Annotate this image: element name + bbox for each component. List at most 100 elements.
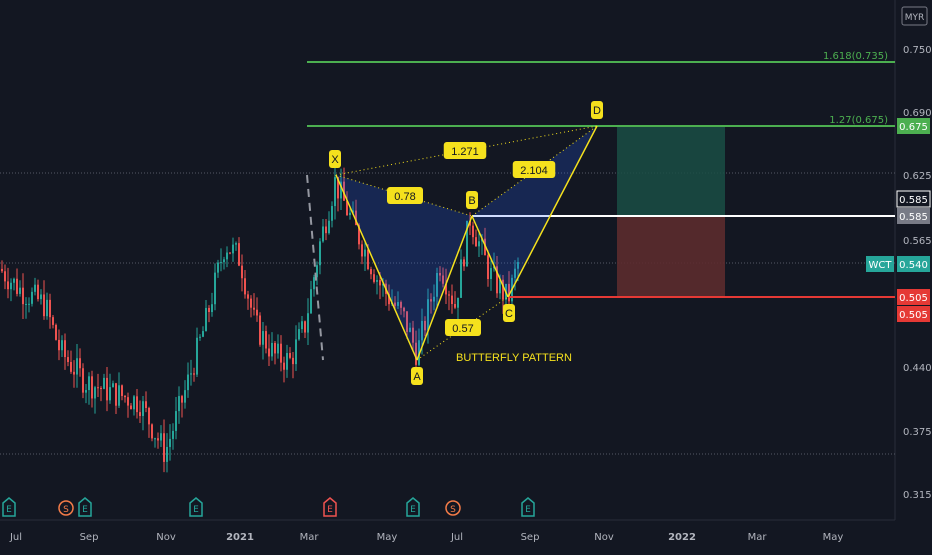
candle-body — [103, 377, 105, 389]
candle — [211, 292, 213, 317]
candle-body — [100, 388, 102, 390]
candle — [241, 254, 243, 292]
x-tick-label: Jul — [450, 532, 463, 543]
candle-body — [43, 294, 45, 317]
candle-body — [178, 396, 180, 412]
candle — [280, 335, 282, 372]
candle — [274, 340, 276, 365]
candle — [31, 287, 33, 307]
candle-body — [400, 302, 402, 308]
candle — [475, 229, 477, 247]
candle-body — [130, 405, 132, 410]
candle-body — [508, 283, 510, 302]
candle-body — [346, 200, 348, 216]
pattern-point-b: B — [466, 191, 478, 209]
candle — [172, 423, 174, 450]
candle — [187, 362, 189, 398]
price-tag-text: 0.505 — [899, 293, 928, 304]
candle — [229, 252, 231, 255]
candle-body — [478, 241, 480, 247]
candle — [226, 246, 228, 268]
price-tag-text: 0.675 — [899, 122, 928, 133]
candle-body — [7, 281, 9, 290]
candle — [406, 311, 408, 339]
candle — [178, 386, 180, 424]
ratio-label-box — [445, 319, 481, 336]
candle-body — [118, 385, 120, 406]
candle-body — [463, 259, 465, 267]
candle — [478, 230, 480, 257]
candle — [121, 384, 123, 401]
candle — [427, 288, 429, 344]
candle — [127, 392, 129, 418]
candle-body — [472, 225, 474, 238]
candle — [28, 297, 30, 313]
candle — [13, 277, 15, 291]
candle — [454, 291, 456, 310]
candle — [79, 348, 81, 377]
candle-body — [34, 284, 36, 292]
candle — [430, 293, 432, 314]
candle — [40, 289, 42, 305]
candle-body — [466, 220, 468, 267]
candle-body — [205, 307, 207, 332]
candle-body — [331, 206, 333, 221]
candle-body — [70, 362, 72, 372]
pattern-leg — [471, 215, 509, 298]
candle-body — [61, 340, 63, 351]
candle — [136, 388, 138, 419]
candle — [151, 423, 153, 442]
candle-body — [343, 181, 345, 201]
candle — [106, 367, 108, 412]
candle-body — [379, 280, 381, 286]
candle-body — [322, 226, 324, 242]
candle — [112, 380, 114, 388]
candle — [250, 295, 252, 318]
pattern-point-d: D — [591, 101, 603, 119]
candle — [142, 396, 144, 431]
candle-body — [157, 438, 159, 441]
candle — [91, 370, 93, 408]
x-tick-label: Nov — [156, 532, 176, 543]
x-tick-label: Jul — [9, 532, 22, 543]
candle-body — [166, 446, 168, 462]
candle — [403, 306, 405, 318]
candle — [205, 300, 207, 332]
candle — [76, 344, 78, 388]
candle-body — [274, 342, 276, 354]
candle-body — [430, 299, 432, 302]
candle-body — [247, 294, 249, 299]
candle — [307, 298, 309, 346]
candle — [247, 290, 249, 310]
candle — [55, 323, 57, 341]
x-tick-label: Mar — [748, 532, 768, 543]
candle — [310, 280, 312, 315]
candle-body — [85, 390, 87, 393]
candle — [223, 256, 225, 270]
candle — [325, 219, 327, 241]
candle-body — [406, 311, 408, 332]
candle — [445, 268, 447, 304]
event-marker-shape — [323, 497, 337, 517]
candle — [52, 315, 54, 329]
candle-body — [382, 283, 384, 286]
candle-body — [40, 294, 42, 300]
candle-body — [136, 396, 138, 413]
candle-body — [445, 283, 447, 295]
candle — [202, 326, 204, 338]
fib-extension-label: 1.618(0.735) — [823, 51, 888, 62]
pattern-xab-fill — [336, 175, 472, 360]
target-zone — [617, 126, 725, 216]
event-marker-text: E — [525, 505, 531, 515]
split-event-marker: S — [58, 500, 74, 516]
candle-body — [373, 274, 375, 282]
candle — [292, 352, 294, 379]
candle — [235, 241, 237, 251]
candle-body — [397, 302, 399, 306]
candle-body — [454, 304, 456, 308]
candle — [472, 221, 474, 245]
candle — [64, 333, 66, 370]
pattern-point-x: X — [329, 150, 341, 168]
